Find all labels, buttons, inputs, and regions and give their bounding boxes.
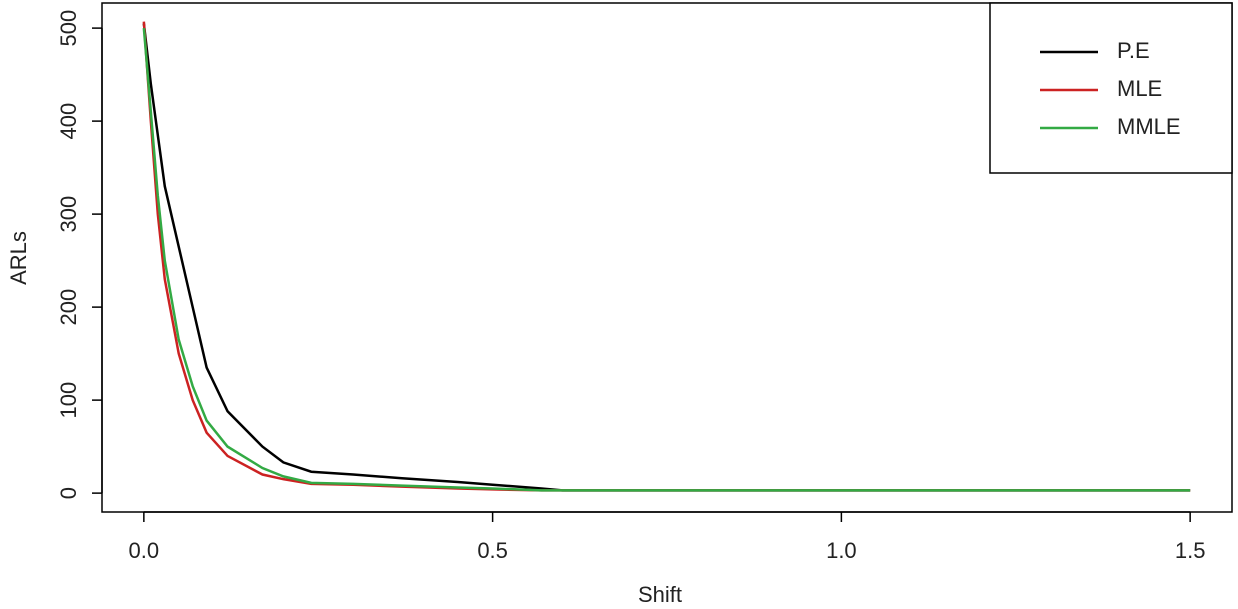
- x-tick-label: 0.0: [129, 538, 160, 563]
- x-tick-label: 1.0: [826, 538, 857, 563]
- x-axis-label: Shift: [638, 582, 682, 607]
- y-tick-label: 0: [56, 487, 81, 499]
- x-tick-label: 1.5: [1175, 538, 1206, 563]
- series-line: [142, 23, 1191, 492]
- y-axis-label: ARLs: [6, 231, 31, 285]
- y-tick-label: 400: [56, 103, 81, 140]
- legend-box: [989, 2, 1233, 174]
- x-tick-label: 0.5: [477, 538, 508, 563]
- y-tick-label: 300: [56, 196, 81, 233]
- y-tick-label: 200: [56, 289, 81, 326]
- legend-label: P.E: [1117, 38, 1150, 63]
- legend-label: MMLE: [1117, 114, 1181, 139]
- y-tick-label: 500: [56, 10, 81, 47]
- series-line: [142, 28, 1191, 492]
- legend-label: MLE: [1117, 76, 1162, 101]
- y-tick-label: 100: [56, 382, 81, 419]
